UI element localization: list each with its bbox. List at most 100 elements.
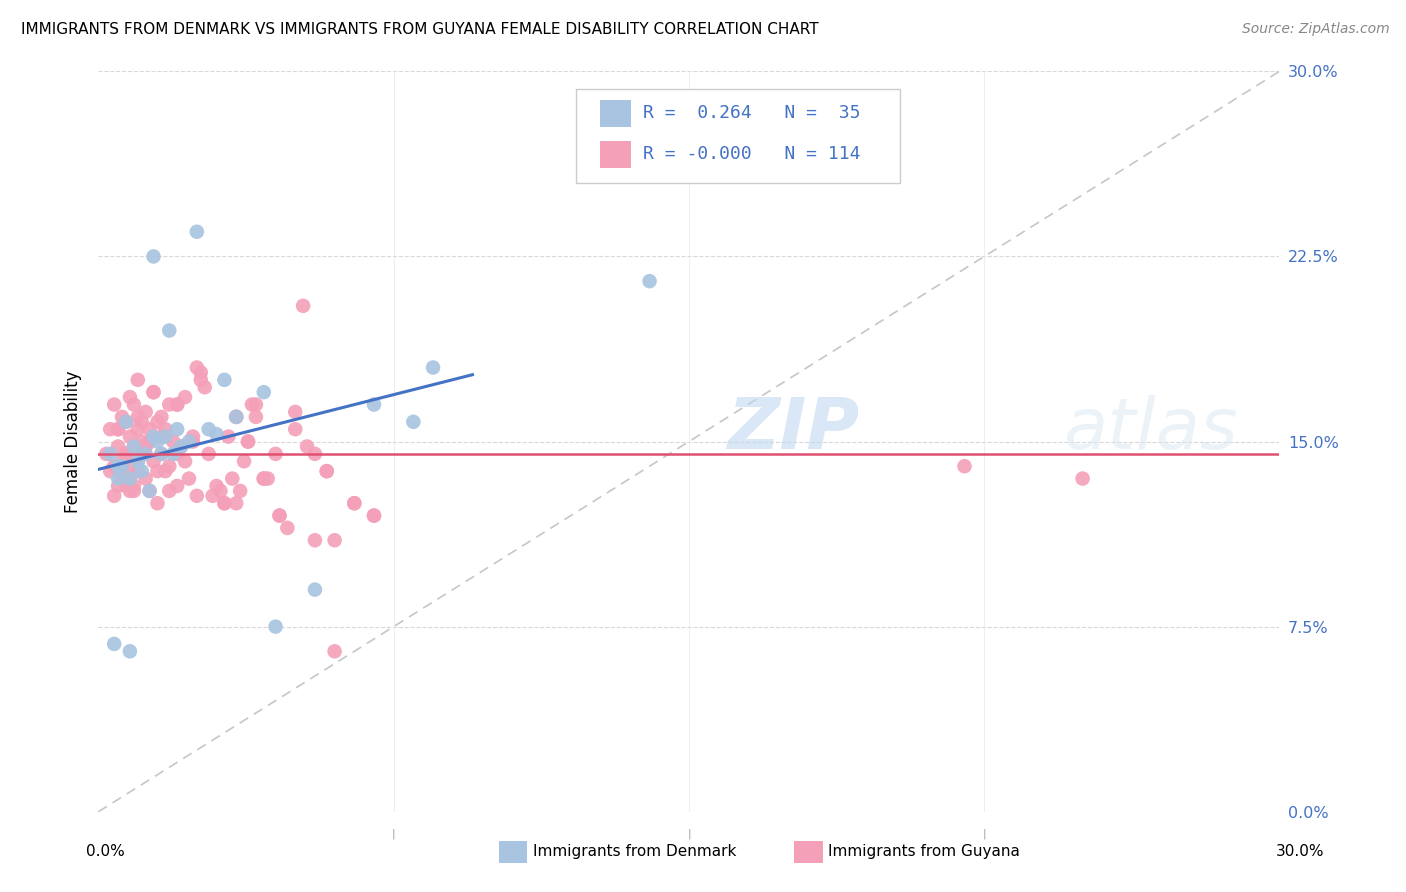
Point xyxy=(214,496,236,510)
Point xyxy=(236,434,259,449)
Text: atlas: atlas xyxy=(1063,394,1237,464)
Point xyxy=(236,434,259,449)
Point xyxy=(135,447,157,461)
Point xyxy=(197,422,219,436)
Text: R = -0.000   N = 114: R = -0.000 N = 114 xyxy=(643,145,860,163)
Point xyxy=(343,496,366,510)
Point xyxy=(166,398,188,412)
Point xyxy=(363,398,385,412)
Point xyxy=(118,471,141,485)
Point xyxy=(155,429,177,443)
Point xyxy=(98,464,121,478)
Point xyxy=(343,496,366,510)
Point xyxy=(150,447,173,461)
Point xyxy=(256,471,278,485)
Point xyxy=(155,422,177,436)
Point xyxy=(107,440,129,454)
Point xyxy=(225,409,247,424)
Point xyxy=(127,454,149,468)
Point xyxy=(107,422,129,436)
Point xyxy=(131,447,153,461)
Point xyxy=(253,385,276,400)
Point xyxy=(304,447,326,461)
Point xyxy=(186,489,208,503)
Point xyxy=(131,415,153,429)
Point xyxy=(118,471,141,485)
Point xyxy=(157,398,180,412)
Point xyxy=(122,440,145,454)
Point xyxy=(131,434,153,449)
Point xyxy=(135,440,157,454)
Point xyxy=(264,447,287,461)
Point xyxy=(166,447,188,461)
Text: ZIP: ZIP xyxy=(728,394,860,464)
Text: |: | xyxy=(392,829,395,839)
Point xyxy=(111,454,134,468)
Point xyxy=(96,447,118,461)
Point xyxy=(1071,471,1094,485)
Point xyxy=(245,409,267,424)
Point xyxy=(181,434,204,449)
Point xyxy=(201,489,224,503)
Point xyxy=(162,447,184,461)
Point xyxy=(363,508,385,523)
Point xyxy=(166,479,188,493)
Point xyxy=(111,409,134,424)
Point xyxy=(142,454,165,468)
Point xyxy=(402,415,425,429)
Point xyxy=(118,483,141,498)
Point xyxy=(205,479,228,493)
Point xyxy=(107,422,129,436)
Point xyxy=(186,225,208,239)
Point xyxy=(284,405,307,419)
Point xyxy=(245,398,267,412)
Point xyxy=(422,360,444,375)
Point xyxy=(146,434,169,449)
Text: |: | xyxy=(983,829,986,839)
Point xyxy=(111,459,134,474)
Point xyxy=(115,415,138,429)
Point xyxy=(131,464,153,478)
Text: 30.0%: 30.0% xyxy=(1277,845,1324,859)
Point xyxy=(146,496,169,510)
Text: Immigrants from Denmark: Immigrants from Denmark xyxy=(533,845,737,859)
Text: 0.0%: 0.0% xyxy=(86,845,125,859)
Point xyxy=(111,471,134,485)
Point xyxy=(229,483,252,498)
Point xyxy=(295,440,318,454)
Point xyxy=(157,324,180,338)
Point xyxy=(214,373,236,387)
Text: |: | xyxy=(688,829,690,839)
Point xyxy=(953,459,976,474)
Point xyxy=(166,422,188,436)
Point xyxy=(155,464,177,478)
Point xyxy=(118,459,141,474)
Point xyxy=(142,429,165,443)
Point xyxy=(142,385,165,400)
Point xyxy=(115,447,138,461)
Point xyxy=(157,459,180,474)
Text: R =  0.264   N =  35: R = 0.264 N = 35 xyxy=(643,104,860,122)
Point xyxy=(225,409,247,424)
Point xyxy=(157,483,180,498)
Point xyxy=(166,398,188,412)
Point xyxy=(186,360,208,375)
Point xyxy=(111,459,134,474)
Point xyxy=(315,464,337,478)
Point xyxy=(115,479,138,493)
Point xyxy=(142,385,165,400)
Point xyxy=(107,479,129,493)
Text: IMMIGRANTS FROM DENMARK VS IMMIGRANTS FROM GUYANA FEMALE DISABILITY CORRELATION : IMMIGRANTS FROM DENMARK VS IMMIGRANTS FR… xyxy=(21,22,818,37)
Point xyxy=(214,496,236,510)
Point xyxy=(135,440,157,454)
Point xyxy=(146,415,169,429)
Point xyxy=(122,479,145,493)
Point xyxy=(103,398,125,412)
Point xyxy=(127,454,149,468)
Point xyxy=(103,637,125,651)
Point xyxy=(174,390,197,404)
Point xyxy=(177,434,200,449)
Point xyxy=(118,390,141,404)
Point xyxy=(197,447,219,461)
Point xyxy=(170,440,193,454)
